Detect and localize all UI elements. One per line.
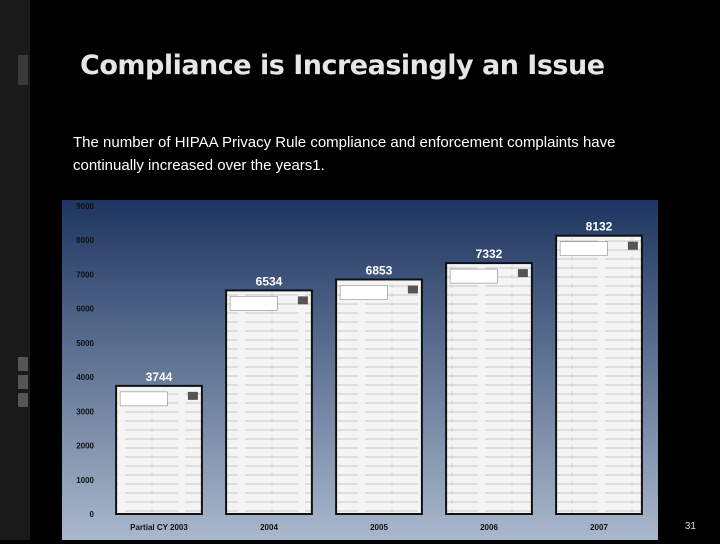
form-header-block <box>449 268 498 284</box>
form-header-block <box>229 296 278 311</box>
decor-square <box>18 375 28 389</box>
form-logo-block <box>627 241 638 250</box>
y-tick-label: 1000 <box>76 476 94 485</box>
form-header-block <box>559 241 608 256</box>
decor-block <box>18 55 28 85</box>
y-tick-label: 9000 <box>76 202 94 211</box>
x-tick-label: 2006 <box>480 523 498 532</box>
form-header-block <box>339 285 388 300</box>
y-tick-label: 6000 <box>76 305 94 314</box>
y-tick-label: 5000 <box>76 339 94 348</box>
decor-square <box>18 357 28 371</box>
bar <box>115 384 203 515</box>
form-header-block <box>119 391 168 407</box>
y-tick-label: 3000 <box>76 407 94 416</box>
bar-value-label: 8132 <box>586 220 613 234</box>
slide-number: 31 <box>684 521 696 532</box>
form-logo-block <box>517 269 528 278</box>
bar-value-label: 6534 <box>256 274 283 288</box>
form-logo-block <box>297 296 308 305</box>
decor-square <box>18 393 28 407</box>
bar-value-label: 6853 <box>366 263 393 277</box>
slide-title: Compliance is Increasingly an Issue <box>80 50 605 81</box>
x-tick-label: Partial CY 2003 <box>130 523 188 532</box>
y-tick-label: 0 <box>90 510 95 519</box>
complaints-bar-chart: 0 1000 2000 3000 4000 5000 6000 7000 8000 9000 37… <box>62 200 658 540</box>
left-decor-strip <box>0 0 30 540</box>
chart-svg: 0 1000 2000 3000 4000 5000 6000 7000 8000 9000 37… <box>62 200 658 540</box>
bar <box>555 234 643 515</box>
bar <box>445 262 533 515</box>
x-axis: Partial CY 2003 2004 2005 2006 2007 <box>130 523 608 532</box>
y-tick-label: 8000 <box>76 236 94 245</box>
y-axis: 0 1000 2000 3000 4000 5000 6000 7000 8000 9000 <box>76 202 94 519</box>
y-tick-label: 4000 <box>76 373 94 382</box>
bar-value-label: 3744 <box>146 370 173 384</box>
x-tick-label: 2007 <box>590 523 608 532</box>
bar <box>335 278 423 515</box>
bar <box>225 289 313 515</box>
y-tick-label: 7000 <box>76 270 94 279</box>
form-logo-block <box>187 391 198 400</box>
slide-subtitle: The number of HIPAA Privacy Rule complia… <box>73 134 616 174</box>
x-tick-label: 2005 <box>370 523 388 532</box>
y-tick-label: 2000 <box>76 442 94 451</box>
form-logo-block <box>407 285 418 294</box>
bars-group: 3744 6534 6853 7332 8132 <box>115 220 643 515</box>
x-tick-label: 2004 <box>260 523 278 532</box>
bar-value-label: 7332 <box>476 247 503 261</box>
